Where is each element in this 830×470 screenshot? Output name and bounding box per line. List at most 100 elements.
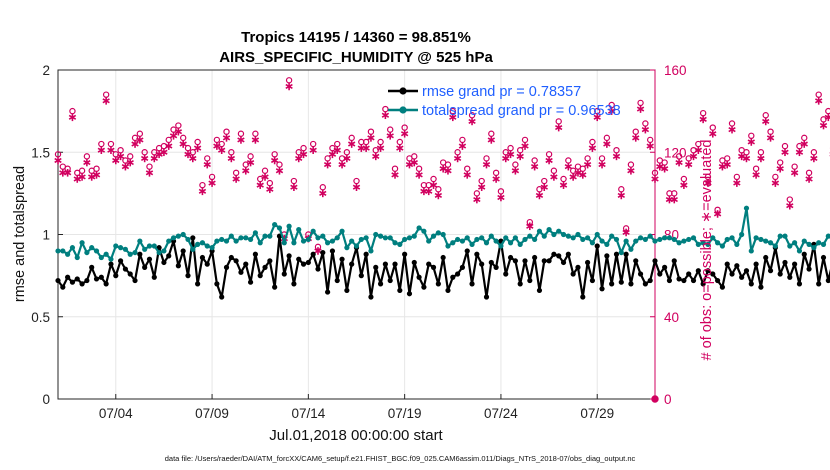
obs-evaluated-point — [213, 142, 221, 150]
asterisk-stroke — [136, 137, 144, 143]
obs-evaluated-point — [569, 173, 577, 181]
totalspread-point — [204, 243, 210, 249]
rmse-point — [440, 254, 446, 261]
obs-evaluated-point — [694, 146, 703, 154]
totalspread-point — [825, 233, 830, 239]
rmse-point — [430, 264, 437, 270]
rmse-point — [676, 276, 682, 282]
totalspread-point — [517, 241, 523, 247]
asterisk-stroke — [309, 147, 317, 153]
totalspread-point — [55, 248, 61, 254]
totalspread-point — [816, 240, 822, 246]
y-right-tick-label: 0 — [664, 392, 672, 407]
rmse-point — [695, 268, 701, 274]
asterisk-stroke — [285, 83, 293, 90]
asterisk-stroke — [805, 176, 813, 182]
obs-evaluated-point — [463, 171, 471, 179]
asterisk-stroke — [641, 127, 650, 133]
asterisk-stroke — [564, 164, 573, 170]
rmse-point — [816, 281, 822, 287]
obs-evaluated-point — [651, 175, 659, 183]
rmse-point — [113, 273, 119, 279]
rmse-point — [604, 253, 610, 259]
asterisk-stroke — [323, 161, 332, 168]
totalspread-point — [772, 243, 778, 249]
obs-evaluated-point — [386, 132, 394, 140]
rmse-point — [507, 254, 514, 261]
totalspread-point — [532, 236, 538, 243]
obs-evaluated-point — [444, 166, 452, 175]
totalspread-point — [787, 243, 793, 249]
totalspread-point — [777, 233, 783, 239]
rmse-point — [455, 271, 461, 277]
totalspread-point — [339, 228, 345, 234]
totalspread-point — [69, 245, 76, 251]
obs-evaluated-point — [150, 154, 158, 163]
chart-title: Tropics 14195 / 14360 = 98.851% — [241, 29, 471, 46]
rmse-point — [580, 294, 586, 300]
obs-evaluated-point — [208, 179, 216, 187]
obs-evaluated-point — [530, 162, 539, 171]
obs-evaluated-point — [468, 117, 476, 126]
legend-label-rmse: rmse grand pr = 0.78357 — [422, 84, 581, 100]
obs-evaluated-point — [256, 181, 264, 189]
asterisk-stroke — [107, 147, 115, 153]
asterisk-stroke — [588, 145, 597, 151]
obs-evaluated-point — [136, 136, 144, 144]
asterisk-stroke — [742, 155, 751, 162]
rmse-point — [628, 281, 634, 287]
rmse-point — [560, 259, 567, 266]
obs-evaluated-point — [102, 97, 110, 105]
asterisk-stroke — [463, 172, 471, 178]
rmse-point — [161, 259, 167, 266]
totalspread-point — [60, 248, 66, 254]
obs-evaluated-point — [579, 171, 587, 179]
rmse-point — [575, 264, 581, 270]
obs-evaluated-point — [641, 125, 650, 134]
asterisk-stroke — [145, 170, 154, 176]
obs-evaluated-point — [458, 142, 467, 150]
obs-evaluated-point — [218, 146, 226, 154]
totalspread-point — [488, 233, 494, 239]
rmse-point — [267, 258, 273, 264]
rmse-point — [763, 254, 769, 261]
rmse-point — [175, 263, 181, 269]
rmse-point — [681, 277, 687, 284]
obs-evaluated-point — [607, 107, 616, 115]
totalspread-point — [382, 235, 388, 241]
totalspread-point — [84, 249, 90, 256]
asterisk-stroke — [622, 229, 630, 236]
totalspread-point — [281, 240, 287, 246]
totalspread-point — [536, 228, 543, 234]
y-right-tick-label: 160 — [664, 63, 687, 78]
obs-evaluated-point — [795, 148, 804, 157]
obs-evaluated-point — [588, 144, 597, 152]
asterisk-stroke — [376, 145, 385, 151]
obs-count-series — [54, 77, 830, 403]
totalspread-point — [219, 236, 225, 243]
asterisk-stroke — [415, 172, 423, 178]
totalspread-point — [170, 235, 177, 241]
asterisk-stroke — [521, 143, 529, 149]
obs-final-point — [651, 395, 659, 403]
obs-evaluated-point — [545, 156, 553, 165]
asterisk-stroke — [502, 155, 510, 162]
asterisk-stroke — [227, 155, 236, 162]
obs-evaluated-point — [193, 144, 202, 152]
rmse-point — [98, 274, 104, 280]
rmse-point — [93, 276, 100, 282]
asterisk-stroke — [800, 141, 808, 147]
rmse-point — [228, 254, 234, 261]
totalspread-point — [296, 226, 302, 233]
totalspread-point — [392, 240, 398, 246]
rmse-point — [243, 261, 249, 267]
asterisk-stroke — [733, 180, 741, 186]
asterisk-stroke — [112, 157, 120, 164]
totalspread-point — [315, 235, 321, 241]
totalspread-point — [479, 235, 485, 241]
totalspread-point — [142, 246, 148, 252]
legend-label-totalspread: totalspread grand pr = 0.96538 — [422, 103, 621, 119]
rmse-point — [300, 261, 307, 267]
rmse-point — [527, 277, 533, 284]
obs-evaluated-point — [819, 121, 828, 130]
